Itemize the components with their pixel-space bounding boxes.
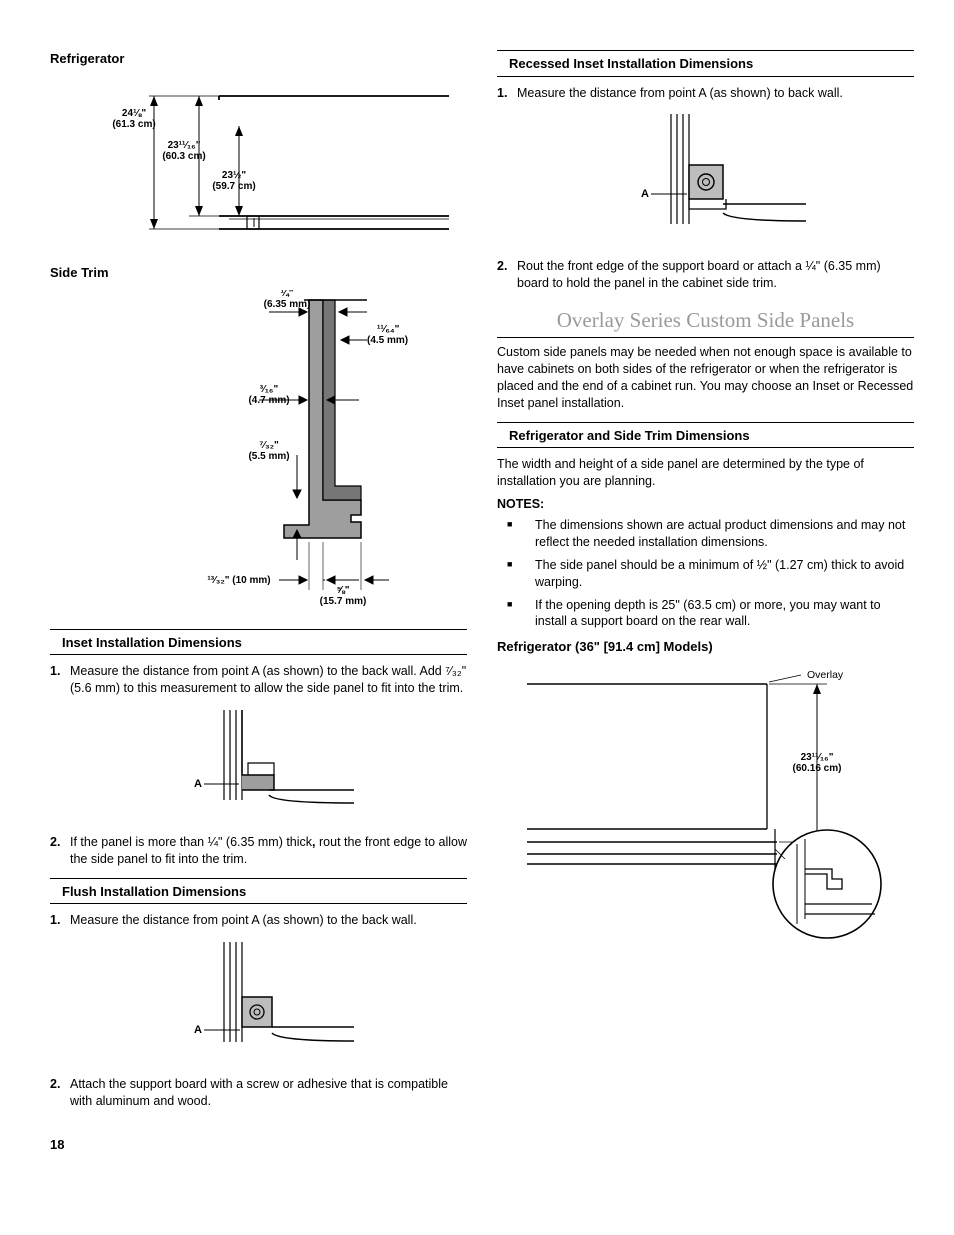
figure-side-trim: ¼" (6.35 mm) ¹¹⁄₆₄" (4.5 mm) [50, 290, 467, 615]
svg-text:¹³⁄₃₂" (10 mm): ¹³⁄₃₂" (10 mm) [207, 575, 270, 586]
note-2: The side panel should be a minimum of ½"… [497, 557, 914, 591]
figure-refrigerator-dims: 24⅛" (61.3 cm) 23¹¹⁄₁₆" (60.3 cm) 23½" (… [50, 76, 467, 251]
subhead-ref-sidetrim-dims: Refrigerator and Side Trim Dimensions [497, 422, 914, 449]
svg-text:(5.5 mm): (5.5 mm) [248, 451, 289, 462]
figure-inset-a: A [50, 705, 467, 820]
right-column: Recessed Inset Installation Dimensions 1… [497, 50, 914, 1116]
svg-text:¼": ¼" [280, 290, 293, 299]
inset-steps: 1.Measure the distance from point A (as … [50, 663, 467, 697]
inset-step-1: Measure the distance from point A (as sh… [70, 663, 467, 697]
svg-text:(15.7 mm): (15.7 mm) [319, 596, 366, 607]
svg-text:(61.3 cm): (61.3 cm) [112, 119, 155, 130]
svg-text:(59.7 cm): (59.7 cm) [212, 181, 255, 192]
refdims-intro: The width and height of a side panel are… [497, 456, 914, 490]
recessed-step-1: Measure the distance from point A (as sh… [517, 85, 914, 102]
subhead-flush: Flush Installation Dimensions [50, 878, 467, 905]
svg-text:23¹¹⁄₁₆": 23¹¹⁄₁₆" [801, 752, 834, 763]
heading-side-trim: Side Trim [50, 264, 467, 282]
svg-text:A: A [194, 1024, 202, 1036]
svg-text:23½": 23½" [221, 170, 245, 181]
overlay-intro: Custom side panels may be needed when no… [497, 344, 914, 412]
svg-text:(60.3 cm): (60.3 cm) [162, 151, 205, 162]
svg-text:Overlay: Overlay [807, 669, 844, 681]
flush-step-1: Measure the distance from point A (as sh… [70, 912, 467, 929]
notes-heading: NOTES: [497, 497, 544, 511]
inset-step-2: If the panel is more than ¼" (6.35 mm) t… [70, 834, 467, 868]
flush-steps: 1.Measure the distance from point A (as … [50, 912, 467, 929]
heading-ref-36: Refrigerator (36" [91.4 cm] Models) [497, 638, 914, 656]
svg-text:A: A [194, 778, 202, 790]
svg-text:(6.35 mm): (6.35 mm) [263, 299, 310, 310]
subhead-recessed: Recessed Inset Installation Dimensions [497, 50, 914, 77]
note-3: If the opening depth is 25" (63.5 cm) or… [497, 597, 914, 631]
recessed-step-2: Rout the front edge of the support board… [517, 258, 914, 292]
svg-text:³⁄₁₆": ³⁄₁₆" [259, 384, 278, 395]
subhead-inset: Inset Installation Dimensions [50, 629, 467, 656]
svg-text:23¹¹⁄₁₆": 23¹¹⁄₁₆" [167, 140, 200, 151]
svg-text:(4.5 mm): (4.5 mm) [367, 335, 408, 346]
note-1: The dimensions shown are actual product … [497, 517, 914, 551]
flush-steps-2: 2.Attach the support board with a screw … [50, 1076, 467, 1110]
figure-recessed-a: A [497, 109, 914, 244]
recessed-steps: 1.Measure the distance from point A (as … [497, 85, 914, 102]
heading-refrigerator: Refrigerator [50, 50, 467, 68]
figure-overlay-36: Overlay 23¹¹⁄₁₆" (60.16 cm) [497, 664, 914, 949]
svg-text:24⅛": 24⅛" [121, 108, 145, 119]
left-column: Refrigerator [50, 50, 467, 1116]
svg-text:(60.16 cm): (60.16 cm) [793, 763, 842, 774]
recessed-steps-2: 2.Rout the front edge of the support boa… [497, 258, 914, 292]
flush-step-2: Attach the support board with a screw or… [70, 1076, 467, 1110]
svg-text:⁷⁄₃₂": ⁷⁄₃₂" [259, 440, 279, 451]
inset-steps-2: 2.If the panel is more than ¼" (6.35 mm)… [50, 834, 467, 868]
svg-text:A: A [641, 188, 649, 200]
svg-text:⅝": ⅝" [336, 585, 349, 596]
figure-flush-a: A [50, 937, 467, 1062]
notes-list: The dimensions shown are actual product … [497, 517, 914, 630]
svg-text:(4.7 mm): (4.7 mm) [248, 395, 289, 406]
page-number: 18 [50, 1136, 914, 1154]
svg-text:¹¹⁄₆₄": ¹¹⁄₆₄" [377, 324, 400, 335]
title-overlay-series: Overlay Series Custom Side Panels [497, 306, 914, 338]
